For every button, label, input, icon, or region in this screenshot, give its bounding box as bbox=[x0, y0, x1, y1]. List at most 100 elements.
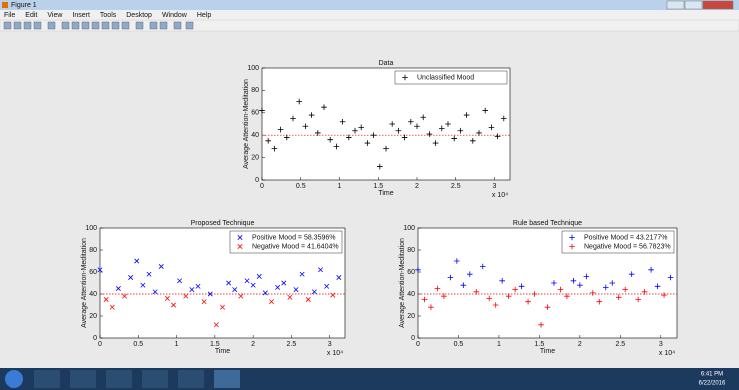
x-tick-label: 1 bbox=[175, 341, 179, 348]
toolbar-button[interactable] bbox=[136, 22, 143, 29]
x-axis-label: Time bbox=[540, 348, 555, 355]
taskbar-app[interactable] bbox=[106, 370, 132, 388]
close-button[interactable] bbox=[703, 1, 733, 9]
x-tick-label: 3 bbox=[328, 341, 332, 348]
toolbar bbox=[0, 20, 739, 31]
maximize-button[interactable] bbox=[685, 1, 702, 9]
x-tick-label: 0.5 bbox=[296, 183, 306, 190]
toolbar-button[interactable] bbox=[24, 22, 31, 29]
y-tick-label: 0 bbox=[411, 335, 415, 342]
x-axis-label: Time bbox=[215, 348, 230, 355]
toolbar-button[interactable] bbox=[160, 22, 167, 29]
y-tick-label: 60 bbox=[251, 110, 259, 117]
taskbar-app[interactable] bbox=[178, 370, 204, 388]
x-multiplier: x 10⁴ bbox=[327, 350, 343, 357]
x-tick-label: 2 bbox=[251, 341, 255, 348]
y-tick-label: 40 bbox=[407, 291, 415, 298]
start-button[interactable] bbox=[5, 370, 23, 388]
x-multiplier: x 10⁴ bbox=[492, 192, 508, 199]
x-tick-label: 2 bbox=[415, 183, 419, 190]
clock-date: 6/22/2016 bbox=[699, 381, 726, 387]
chart-title: Rule based Technique bbox=[513, 220, 582, 227]
x-tick-label: 2.5 bbox=[287, 341, 297, 348]
minimize-button[interactable] bbox=[667, 1, 684, 9]
window-title: Figure 1 bbox=[11, 2, 37, 9]
legend: Unclassified Mood bbox=[395, 71, 507, 84]
chart: 02040608010000.511.522.53x 10⁴DataTimeAv… bbox=[243, 60, 510, 199]
legend-label: Negative Mood = 41.6404% bbox=[252, 243, 339, 250]
chart: 02040608010000.511.522.53x 10⁴Proposed T… bbox=[81, 220, 345, 357]
menu-item[interactable]: Insert bbox=[72, 12, 90, 19]
y-tick-label: 100 bbox=[85, 225, 97, 232]
toolbar-button[interactable] bbox=[62, 22, 69, 29]
toolbar-button[interactable] bbox=[4, 22, 11, 29]
window-icon bbox=[2, 2, 8, 8]
y-tick-label: 0 bbox=[93, 335, 97, 342]
y-tick-label: 100 bbox=[403, 225, 415, 232]
y-tick-label: 20 bbox=[89, 313, 97, 320]
x-tick-label: 0 bbox=[260, 183, 264, 190]
clock-time: 6:41 PM bbox=[701, 372, 723, 378]
figure: 02040608010000.511.522.53x 10⁴DataTimeAv… bbox=[81, 60, 677, 357]
y-tick-label: 20 bbox=[407, 313, 415, 320]
menu-item[interactable]: Tools bbox=[100, 12, 117, 19]
toolbar-button[interactable] bbox=[34, 22, 41, 29]
toolbar-button[interactable] bbox=[150, 22, 157, 29]
taskbar-app[interactable] bbox=[34, 370, 60, 388]
menu-item[interactable]: View bbox=[47, 12, 63, 19]
menu-item[interactable]: Window bbox=[162, 12, 188, 19]
toolbar-button[interactable] bbox=[186, 22, 193, 29]
toolbar-button[interactable] bbox=[122, 22, 129, 29]
x-tick-label: 1 bbox=[338, 183, 342, 190]
legend: Positive Mood = 43.2177% Negative Mood = … bbox=[562, 231, 674, 253]
x-tick-label: 0 bbox=[98, 341, 102, 348]
legend-label: Unclassified Mood bbox=[417, 74, 474, 81]
x-tick-label: 3 bbox=[493, 183, 497, 190]
legend-label: Negative Mood = 56.7823% bbox=[584, 243, 671, 250]
toolbar-button[interactable] bbox=[48, 22, 55, 29]
toolbar-button[interactable] bbox=[14, 22, 21, 29]
x-axis-label: Time bbox=[378, 190, 393, 197]
x-tick-label: 1.5 bbox=[210, 341, 220, 348]
taskbar-app[interactable] bbox=[70, 370, 96, 388]
x-tick-label: 1 bbox=[497, 341, 501, 348]
y-tick-label: 80 bbox=[407, 247, 415, 254]
toolbar-button[interactable] bbox=[102, 22, 109, 29]
y-tick-label: 0 bbox=[255, 177, 259, 184]
taskbar-app[interactable] bbox=[142, 370, 168, 388]
y-tick-label: 40 bbox=[251, 132, 259, 139]
menu-item[interactable]: File bbox=[4, 12, 15, 19]
toolbar-button[interactable] bbox=[92, 22, 99, 29]
chart-title: Data bbox=[379, 60, 394, 67]
toolbar-button[interactable] bbox=[82, 22, 89, 29]
legend-label: Positive Mood = 43.2177% bbox=[584, 234, 667, 241]
y-tick-label: 80 bbox=[89, 247, 97, 254]
plot-area bbox=[262, 68, 510, 180]
y-tick-label: 60 bbox=[407, 269, 415, 276]
x-tick-label: 0.5 bbox=[454, 341, 464, 348]
x-tick-label: 2 bbox=[578, 341, 582, 348]
toolbar-button[interactable] bbox=[112, 22, 119, 29]
x-tick-label: 0.5 bbox=[133, 341, 143, 348]
x-tick-label: 3 bbox=[659, 341, 663, 348]
legend: Positive Mood = 58.3596% Negative Mood = … bbox=[230, 231, 342, 253]
toolbar-button[interactable] bbox=[72, 22, 79, 29]
y-tick-label: 100 bbox=[247, 65, 259, 72]
menu-item[interactable]: Edit bbox=[25, 12, 37, 19]
x-tick-label: 2.5 bbox=[451, 183, 461, 190]
y-axis-label: Average Attention-Meditation bbox=[243, 79, 250, 169]
x-tick-label: 0 bbox=[416, 341, 420, 348]
screen: Figure 1 File Edit View Insert Tools Desktop W… bbox=[0, 0, 739, 390]
y-axis-label: Average Attention-Meditation bbox=[399, 238, 406, 328]
y-axis-label: Average Attention-Meditation bbox=[81, 238, 88, 328]
taskbar-app[interactable] bbox=[214, 370, 240, 388]
chart: 02040608010000.511.522.53x 10⁴Rule based… bbox=[399, 220, 677, 357]
legend-label: Positive Mood = 58.3596% bbox=[252, 234, 335, 241]
y-tick-label: 20 bbox=[251, 154, 259, 161]
menu-item[interactable]: Help bbox=[197, 12, 212, 19]
page: {"window": {"title": "Figure 1", "menu":… bbox=[0, 0, 739, 390]
toolbar-button[interactable] bbox=[174, 22, 181, 29]
menu-item[interactable]: Desktop bbox=[126, 12, 152, 19]
x-tick-label: 1.5 bbox=[535, 341, 545, 348]
chart-title: Proposed Technique bbox=[191, 220, 255, 227]
